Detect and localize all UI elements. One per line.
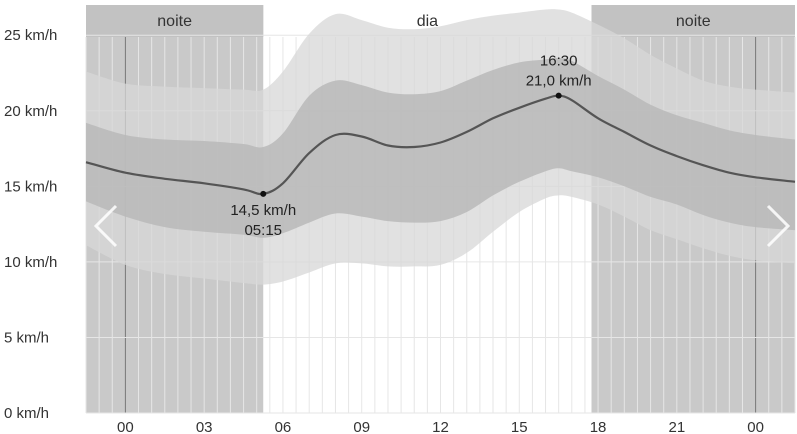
y-tick-label: 15 km/h [4, 178, 57, 195]
y-tick-label: 20 km/h [4, 103, 57, 120]
x-axis: 00 03 06 09 12 15 18 21 00 [117, 419, 764, 434]
median-line [85, 94, 796, 196]
period-label: dia [417, 13, 438, 30]
annotation-label: 21,0 km/h [526, 73, 592, 90]
y-tick-label: 25 km/h [4, 27, 57, 44]
x-tick-label: 12 [432, 419, 449, 434]
x-tick-label: 00 [117, 419, 134, 434]
x-tick-label: 18 [590, 419, 607, 434]
chevron-left-icon [93, 204, 118, 248]
night-header [86, 5, 264, 37]
median-line-group [85, 94, 796, 196]
x-tick-label: 21 [668, 419, 685, 434]
y-tick-label: 10 km/h [4, 254, 57, 271]
x-tick-label: 06 [275, 419, 292, 434]
annotations: 14,5 km/h 05:15 16:30 21,0 km/h [230, 53, 591, 239]
night-header [591, 5, 795, 37]
annotation-point [555, 92, 562, 99]
annotation-label: 05:15 [244, 222, 282, 239]
prev-button[interactable] [90, 203, 124, 249]
annotation-label: 16:30 [540, 53, 578, 70]
x-tick-label: 09 [353, 419, 370, 434]
annotation-label: 14,5 km/h [230, 202, 296, 219]
annotation-point [260, 190, 267, 197]
x-tick-label: 00 [747, 419, 764, 434]
period-label: noite [157, 13, 192, 30]
period-labels: noite dia noite [157, 13, 710, 30]
period-label: noite [676, 13, 711, 30]
y-axis: 0 km/h 5 km/h 10 km/h 15 km/h 20 km/h 25 km/h [4, 27, 57, 422]
y-tick-label: 0 km/h [4, 405, 49, 422]
chevron-right-icon [766, 204, 791, 248]
x-tick-label: 03 [196, 419, 213, 434]
x-tick-label: 15 [511, 419, 528, 434]
next-button[interactable] [760, 203, 794, 249]
y-tick-label: 5 km/h [4, 329, 49, 346]
